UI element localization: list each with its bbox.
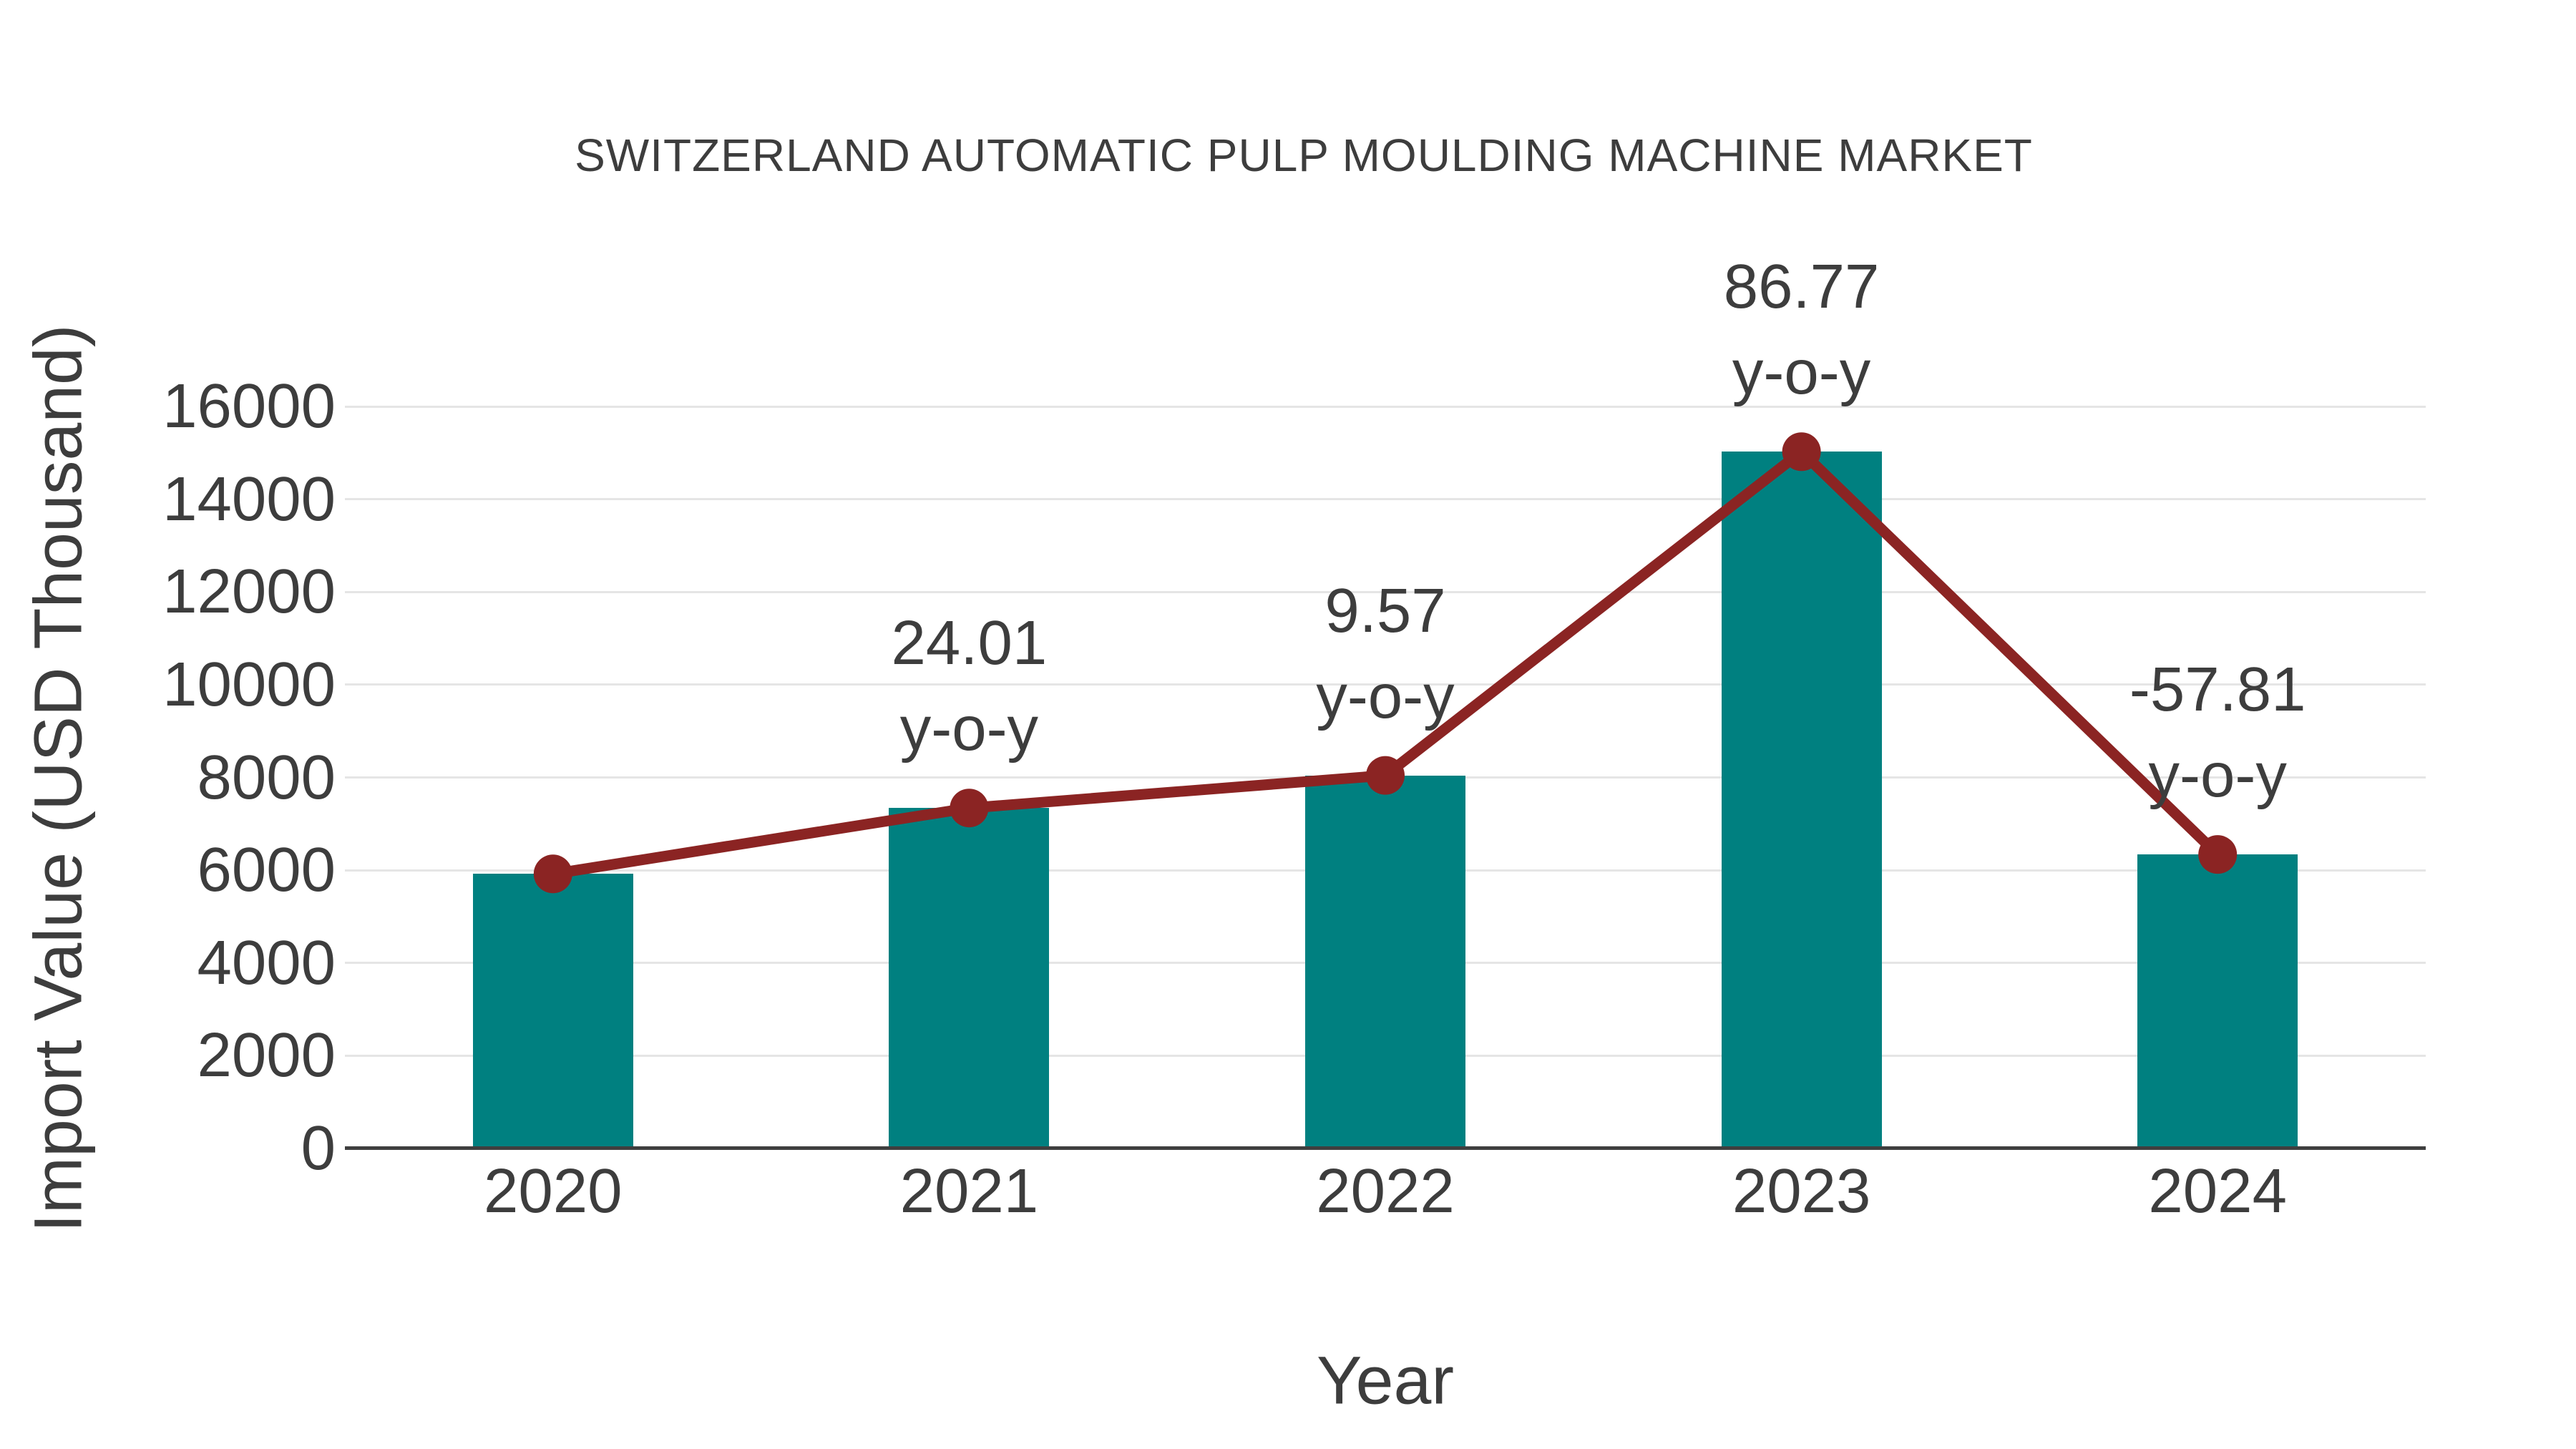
x-tick-label-2021: 2021 <box>899 1156 1039 1226</box>
bar-2022[interactable] <box>1305 775 1465 1148</box>
yoy-line-series <box>533 432 2238 894</box>
x-tick-label-2024: 2024 <box>2148 1156 2287 1226</box>
line-point-2023[interactable] <box>1782 432 1821 472</box>
chart-title: SWITZERLAND AUTOMATIC PULP MOULDING MACH… <box>575 130 2033 181</box>
bar-2020[interactable] <box>472 874 633 1148</box>
x-tick-label-2022: 2022 <box>1316 1156 1455 1226</box>
x-axis-title: Year <box>1317 1342 1454 1419</box>
gridline-14000 <box>345 498 2426 501</box>
yoy-suffix-2023: y-o-y <box>1732 338 1871 408</box>
y-tick-label-12000: 12000 <box>162 557 336 627</box>
line-point-2020[interactable] <box>533 854 572 894</box>
x-tick-label-2020: 2020 <box>484 1156 623 1226</box>
yoy-suffix-2021: y-o-y <box>899 694 1039 764</box>
y-tick-label-14000: 14000 <box>162 464 336 534</box>
y-tick-label-0: 0 <box>301 1113 336 1183</box>
yoy-value-2022: 9.57 <box>1324 575 1446 645</box>
line-point-2022[interactable] <box>1366 756 1405 795</box>
y-tick-label-10000: 10000 <box>162 649 336 719</box>
gridline-12000 <box>345 590 2426 593</box>
y-tick-label-4000: 4000 <box>197 927 336 997</box>
y-tick-label-8000: 8000 <box>197 742 336 812</box>
y-tick-label-6000: 6000 <box>197 835 336 905</box>
plot-area <box>345 405 2426 1150</box>
line-point-2021[interactable] <box>950 789 989 828</box>
yoy-suffix-2024: y-o-y <box>2148 741 2287 811</box>
yoy-value-2024: -57.81 <box>2129 655 2306 725</box>
x-tick-label-2023: 2023 <box>1732 1156 1871 1226</box>
line-point-2024[interactable] <box>2198 835 2238 874</box>
gridline-16000 <box>345 405 2426 408</box>
yoy-value-2021: 24.01 <box>891 608 1048 678</box>
gridline-10000 <box>345 683 2426 686</box>
bar-2023[interactable] <box>1721 452 1882 1148</box>
y-tick-label-2000: 2000 <box>197 1020 336 1091</box>
y-tick-label-16000: 16000 <box>162 371 336 441</box>
yoy-value-2023: 86.77 <box>1723 252 1880 322</box>
yoy-suffix-2022: y-o-y <box>1316 661 1455 731</box>
bar-2024[interactable] <box>2137 854 2298 1148</box>
x-axis-line <box>345 1146 2426 1150</box>
bar-2021[interactable] <box>889 808 1050 1148</box>
